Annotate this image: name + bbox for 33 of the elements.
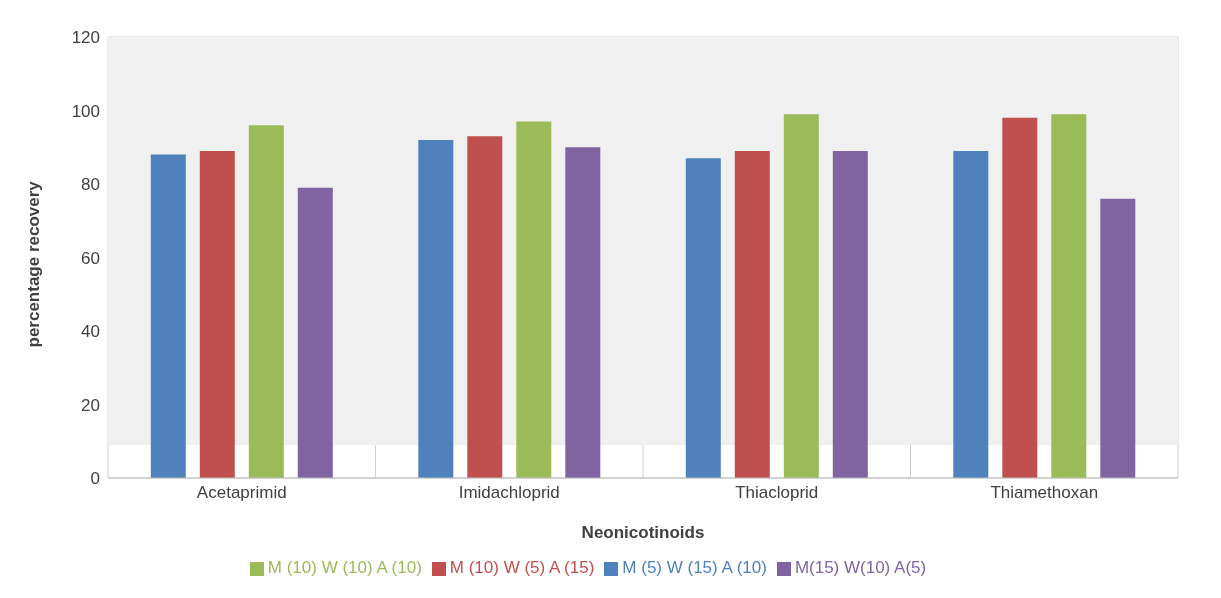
bar xyxy=(565,147,601,478)
bar xyxy=(199,150,235,478)
bar xyxy=(783,114,819,478)
y-tick-label: 60 xyxy=(81,248,100,268)
bar xyxy=(734,150,770,478)
legend-label: M (10) W (10) A (10) xyxy=(267,558,422,577)
y-tick-label: 100 xyxy=(71,101,100,121)
bar xyxy=(832,150,868,478)
bar xyxy=(685,158,721,478)
bar xyxy=(467,136,503,478)
y-tick-label: 0 xyxy=(90,469,100,489)
bar xyxy=(516,121,552,478)
y-tick-label: 20 xyxy=(81,395,100,415)
x-tick-label: Acetaprimid xyxy=(196,483,287,503)
y-tick-label: 120 xyxy=(71,28,100,48)
legend-label: M (5) W (15) A (10) xyxy=(622,558,767,577)
bar xyxy=(297,187,333,478)
y-axis-title: percentage recovery xyxy=(24,180,44,348)
x-axis-title: Neonicotinoids xyxy=(581,523,705,542)
legend-label: M (10) W (5) A (15) xyxy=(449,558,595,577)
bar xyxy=(1002,117,1038,478)
bar xyxy=(953,150,989,478)
bar xyxy=(248,125,284,478)
y-tick-label: 40 xyxy=(81,322,100,342)
bar xyxy=(1051,114,1087,478)
bar xyxy=(150,154,186,478)
x-tick-label: Thiacloprid xyxy=(735,483,819,503)
y-tick-label: 80 xyxy=(81,175,100,195)
bar xyxy=(418,139,454,478)
x-tick-label: Imidachloprid xyxy=(458,483,560,503)
x-tick-label: Thiamethoxan xyxy=(990,483,1099,503)
legend-label: M(15) W(10) A(5) xyxy=(794,558,927,577)
bar xyxy=(1100,198,1136,478)
